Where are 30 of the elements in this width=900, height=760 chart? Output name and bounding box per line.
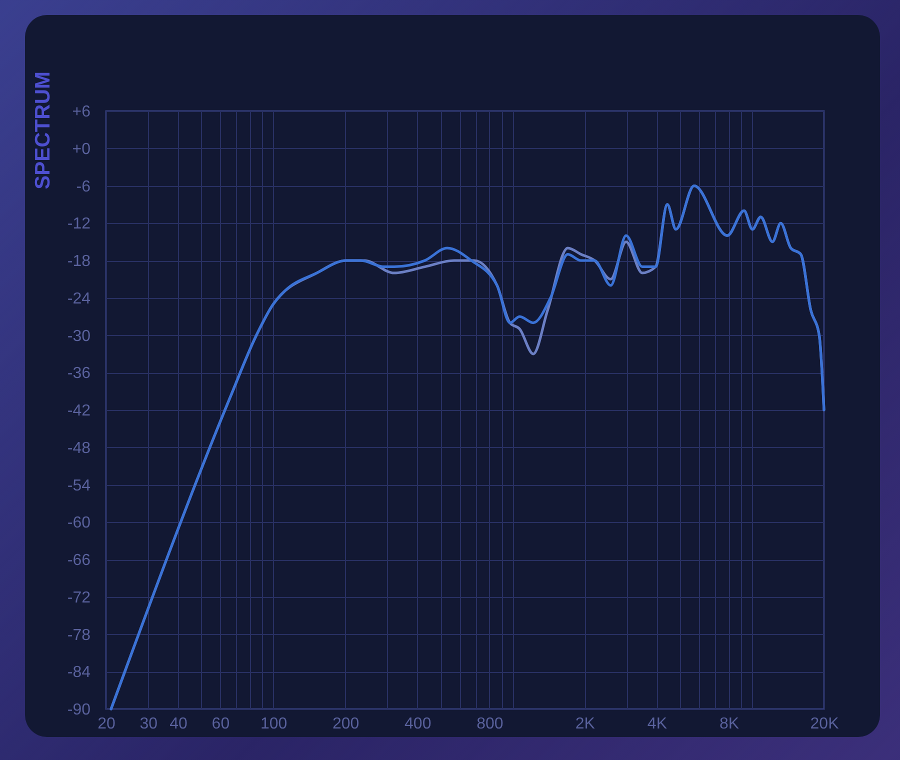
y-tick-label: -66 <box>67 552 91 569</box>
y-tick-label: -24 <box>67 290 91 308</box>
y-tick-label: -90 <box>67 702 91 718</box>
x-tick-label: 8K <box>719 716 740 732</box>
y-tick-label: -6 <box>76 178 91 196</box>
x-tick-label: 2K <box>575 716 596 732</box>
x-tick-label: 4K <box>647 716 668 732</box>
y-tick-label: -12 <box>67 216 91 233</box>
y-tick-label: -30 <box>67 328 91 345</box>
x-tick-label: 400 <box>404 716 432 732</box>
x-tick-label: 20K <box>810 716 840 732</box>
y-tick-label: -72 <box>67 589 91 606</box>
x-tick-label: 200 <box>332 716 360 732</box>
y-tick-label: -18 <box>67 253 91 270</box>
x-tick-label: 100 <box>260 716 288 732</box>
y-axis-title: SPECTRUM <box>31 72 54 190</box>
y-tick-label: -78 <box>67 626 91 644</box>
y-tick-label: +0 <box>72 140 91 158</box>
y-tick-label: +6 <box>72 104 91 120</box>
x-tick-label: 800 <box>476 716 504 732</box>
y-tick-label: -36 <box>67 365 91 382</box>
y-tick-label: -54 <box>67 477 91 494</box>
y-tick-label: -48 <box>67 440 91 457</box>
x-tick-label: 30 <box>140 716 158 732</box>
y-tick-label: -42 <box>67 402 91 420</box>
x-tick-label: 60 <box>212 716 230 732</box>
y-tick-label: -84 <box>67 664 91 682</box>
x-tick-label: 40 <box>170 716 188 732</box>
y-tick-label: -60 <box>67 514 91 532</box>
x-tick-label: 20 <box>98 716 116 732</box>
